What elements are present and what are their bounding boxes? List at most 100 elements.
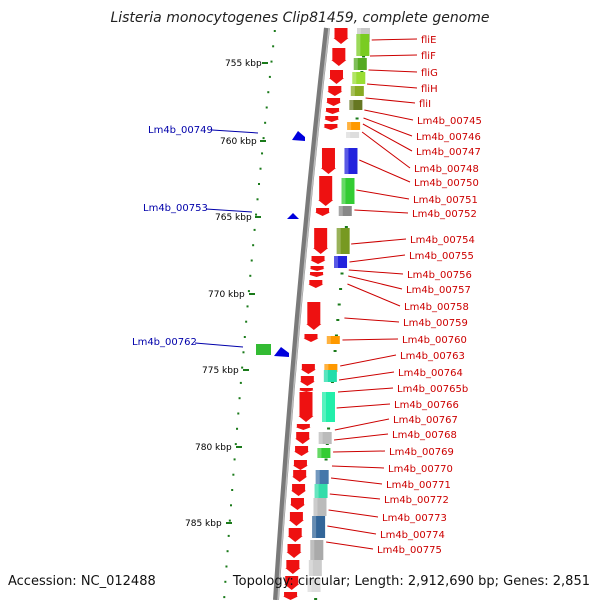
green-feature-block[interactable]	[256, 344, 271, 355]
gene-label[interactable]: Lm4b_00767	[393, 415, 458, 426]
gene-label[interactable]: fliI	[419, 99, 431, 110]
gene-label[interactable]: Lm4b_00768	[392, 430, 457, 441]
feature-block[interactable]	[318, 432, 332, 444]
feature-block[interactable]	[326, 336, 340, 344]
gene-label[interactable]: Lm4b_00774	[380, 530, 445, 541]
forward-gene-arrow[interactable]	[292, 470, 308, 482]
forward-gene-arrow[interactable]	[324, 116, 340, 122]
forward-gene-arrow[interactable]	[327, 86, 343, 96]
gene-label[interactable]: Lm4b_00754	[410, 235, 475, 246]
forward-gene-arrow[interactable]	[284, 576, 300, 590]
feature-block[interactable]	[310, 540, 324, 560]
reverse-gene-arrow[interactable]	[287, 213, 299, 219]
gene-label[interactable]: fliH	[421, 84, 438, 95]
gene-label[interactable]: Lm4b_00772	[384, 495, 449, 506]
gene-label[interactable]: Lm4b_00770	[388, 464, 453, 475]
forward-gene-arrow[interactable]	[333, 28, 349, 44]
gene-label[interactable]: Lm4b_00764	[398, 368, 463, 379]
feature-block[interactable]	[347, 122, 361, 130]
forward-gene-arrow[interactable]	[288, 512, 304, 526]
gene-label[interactable]: Lm4b_00745	[417, 116, 482, 127]
gene-label[interactable]: Lm4b_00760	[402, 335, 467, 346]
gene-label[interactable]: Lm4b_00751	[413, 195, 478, 206]
feature-block[interactable]	[356, 34, 370, 56]
reverse-gene-arrow[interactable]	[274, 347, 289, 357]
gene-label[interactable]: Lm4b_00769	[389, 447, 454, 458]
forward-gene-arrow[interactable]	[294, 446, 310, 456]
forward-gene-arrow[interactable]	[291, 484, 307, 496]
feature-block[interactable]	[352, 72, 366, 84]
forward-gene-arrow[interactable]	[295, 424, 311, 430]
gene-label[interactable]: Lm4b_00749	[148, 125, 213, 136]
gene-label[interactable]: Lm4b_00765b	[397, 384, 468, 395]
feature-block[interactable]	[308, 560, 322, 576]
forward-gene-arrow[interactable]	[292, 460, 308, 470]
feature-block[interactable]	[336, 228, 350, 254]
feature-block[interactable]	[307, 578, 321, 592]
feature-block[interactable]	[346, 132, 360, 138]
forward-gene-arrow[interactable]	[318, 176, 334, 206]
gene-label[interactable]: fliF	[421, 51, 436, 62]
forward-gene-arrow[interactable]	[310, 256, 326, 264]
forward-gene-arrow[interactable]	[326, 98, 342, 106]
feature-block[interactable]	[314, 484, 328, 498]
forward-gene-arrow[interactable]	[285, 560, 301, 574]
gene-label[interactable]: Lm4b_00758	[404, 302, 469, 313]
gene-label[interactable]: Lm4b_00766	[394, 400, 459, 411]
gene-label[interactable]: Lm4b_00756	[407, 270, 472, 281]
forward-gene-arrow[interactable]	[298, 392, 314, 422]
gene-label[interactable]: Lm4b_00771	[386, 480, 451, 491]
forward-gene-arrow[interactable]	[323, 124, 339, 130]
gene-label[interactable]: Lm4b_00753	[143, 203, 208, 214]
feature-block[interactable]	[315, 470, 329, 484]
forward-gene-arrow[interactable]	[315, 208, 331, 216]
feature-block[interactable]	[334, 256, 348, 268]
forward-gene-arrow[interactable]	[329, 70, 345, 84]
feature-block[interactable]	[341, 178, 355, 204]
gene-label[interactable]: Lm4b_00748	[414, 164, 479, 175]
gene-label[interactable]: fliE	[421, 35, 436, 46]
forward-gene-arrow[interactable]	[331, 48, 347, 66]
forward-gene-arrow[interactable]	[306, 302, 322, 330]
gene-label[interactable]: Lm4b_00755	[409, 251, 474, 262]
gene-label[interactable]: Lm4b_00757	[406, 285, 471, 296]
forward-gene-arrow[interactable]	[320, 148, 336, 174]
forward-gene-arrow[interactable]	[313, 228, 329, 254]
forward-gene-arrow[interactable]	[289, 498, 305, 510]
forward-gene-arrow[interactable]	[299, 376, 315, 386]
feature-block[interactable]	[312, 516, 326, 538]
forward-gene-arrow[interactable]	[287, 528, 303, 542]
forward-gene-arrow[interactable]	[308, 280, 324, 288]
gene-label[interactable]: Lm4b_00759	[403, 318, 468, 329]
gene-label[interactable]: Lm4b_00763	[400, 351, 465, 362]
forward-gene-arrow[interactable]	[325, 108, 341, 114]
gene-label[interactable]: Lm4b_00762	[132, 337, 197, 348]
scale-tick: 785 kbp	[185, 519, 232, 529]
feature-block[interactable]	[338, 206, 352, 216]
forward-gene-arrow[interactable]	[283, 592, 299, 600]
forward-gene-arrow[interactable]	[286, 544, 302, 558]
gene-label[interactable]: Lm4b_00775	[377, 545, 442, 556]
forward-gene-arrow[interactable]	[309, 272, 325, 277]
forward-gene-arrow[interactable]	[295, 432, 311, 444]
forward-gene-arrow[interactable]	[300, 364, 316, 374]
gene-label[interactable]: Lm4b_00747	[416, 147, 481, 158]
feature-block[interactable]	[353, 58, 367, 70]
feature-block[interactable]	[350, 86, 364, 96]
feature-block[interactable]	[313, 498, 327, 516]
gene-label[interactable]: Lm4b_00773	[382, 513, 447, 524]
feature-block[interactable]	[323, 370, 337, 382]
feature-block[interactable]	[344, 148, 358, 174]
feature-block[interactable]	[324, 364, 338, 372]
gene-label[interactable]: Lm4b_00746	[416, 132, 481, 143]
gene-label[interactable]: Lm4b_00750	[414, 178, 479, 189]
forward-gene-arrow[interactable]	[303, 334, 319, 342]
forward-gene-arrow[interactable]	[298, 388, 314, 392]
feature-block[interactable]	[322, 392, 335, 422]
reverse-gene-arrow[interactable]	[292, 131, 305, 141]
gene-label[interactable]: fliG	[421, 68, 438, 79]
feature-block[interactable]	[317, 448, 331, 458]
forward-gene-arrow[interactable]	[309, 266, 325, 271]
feature-block[interactable]	[349, 100, 363, 110]
gene-label[interactable]: Lm4b_00752	[412, 209, 477, 220]
